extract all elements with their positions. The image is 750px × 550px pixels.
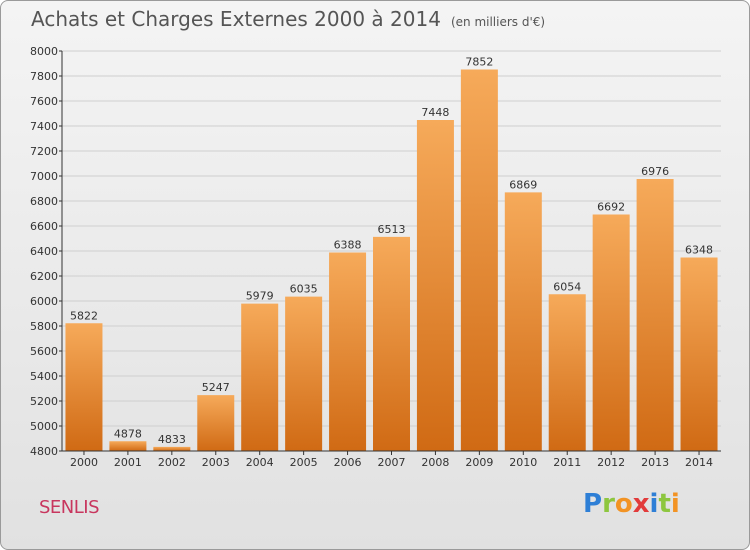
x-tick-label: 2005 (290, 456, 318, 469)
city-name: SENLIS (39, 497, 100, 518)
logo-letter: x (632, 489, 650, 519)
bar (329, 252, 367, 451)
x-tick-label: 2000 (70, 456, 98, 469)
bar (285, 296, 323, 451)
bar (548, 294, 586, 451)
x-tick-label: 2001 (114, 456, 142, 469)
bar-value-label: 7852 (465, 56, 493, 69)
bar-value-label: 6692 (597, 201, 625, 214)
x-tick-label: 2007 (378, 456, 406, 469)
bar (504, 192, 542, 451)
bars (65, 69, 718, 451)
x-tick-label: 2010 (509, 456, 537, 469)
logo-letter: i (670, 489, 680, 519)
bar (153, 446, 191, 451)
proxiti-logo: Proxiti (583, 489, 680, 519)
chart-unit: (en milliers d'€) (450, 15, 546, 29)
x-tick-label: 2008 (421, 456, 449, 469)
bar-value-label: 6976 (641, 165, 669, 178)
bar-value-label: 6388 (334, 239, 362, 252)
x-tick-label: 2011 (553, 456, 581, 469)
bar (241, 303, 279, 451)
x-tick-label: 2013 (641, 456, 669, 469)
bar-value-label: 4878 (114, 427, 142, 440)
bar-value-label: 5979 (246, 290, 274, 303)
x-tick-label: 2006 (334, 456, 362, 469)
bar-value-label: 5822 (70, 309, 98, 322)
logo-letter: r (602, 489, 615, 519)
bar (109, 441, 147, 451)
logo-letter: o (614, 489, 633, 519)
x-tick-label: 2009 (465, 456, 493, 469)
y-tick-label: 4800 (30, 445, 58, 458)
bar-value-label: 7448 (421, 106, 449, 119)
bar-value-label: 6513 (378, 223, 406, 236)
chart-title: Achats et Charges Externes 2000 à 2014 (31, 7, 441, 31)
bar (460, 69, 498, 451)
y-tick-label: 5000 (30, 420, 58, 433)
bar (592, 214, 630, 451)
y-tick-label: 6800 (30, 195, 58, 208)
x-tick-label: 2002 (158, 456, 186, 469)
y-tick-label: 8000 (30, 45, 58, 58)
y-tick-label: 6000 (30, 295, 58, 308)
bar-value-label: 4833 (158, 433, 186, 446)
y-tick-label: 5800 (30, 320, 58, 333)
y-tick-label: 5400 (30, 370, 58, 383)
y-tick-label: 6400 (30, 245, 58, 258)
x-tick-label: 2012 (597, 456, 625, 469)
bar (373, 236, 410, 451)
y-tick-label: 5600 (30, 345, 58, 358)
bar (416, 120, 454, 451)
labels: 4800 5000 5200 5400 5600 5800 6000 6200 6400 6600… (30, 45, 713, 469)
chart-title-block: Achats et Charges Externes 2000 à 2014 (e… (31, 7, 545, 31)
logo-letter: t (658, 489, 671, 519)
x-tick-label: 2004 (246, 456, 274, 469)
x-tick-label: 2014 (685, 456, 713, 469)
logo-letter: i (649, 489, 659, 519)
bar (680, 257, 718, 451)
bar-value-label: 6035 (290, 283, 318, 296)
x-tick-label: 2003 (202, 456, 230, 469)
bar-value-label: 6054 (553, 280, 581, 293)
y-tick-label: 7000 (30, 170, 58, 183)
logo-letter: P (583, 489, 603, 519)
y-tick-label: 6200 (30, 270, 58, 283)
bar (636, 179, 674, 451)
y-tick-label: 6600 (30, 220, 58, 233)
y-tick-label: 7400 (30, 120, 58, 133)
bar (197, 395, 235, 451)
bar-value-label: 5247 (202, 381, 230, 394)
y-tick-label: 5200 (30, 395, 58, 408)
bar-value-label: 6348 (685, 244, 713, 257)
y-tick-label: 7200 (30, 145, 58, 158)
y-tick-label: 7800 (30, 70, 58, 83)
y-tick-label: 7600 (30, 95, 58, 108)
axes (59, 50, 721, 455)
bar (65, 323, 103, 451)
bar-value-label: 6869 (509, 178, 537, 191)
